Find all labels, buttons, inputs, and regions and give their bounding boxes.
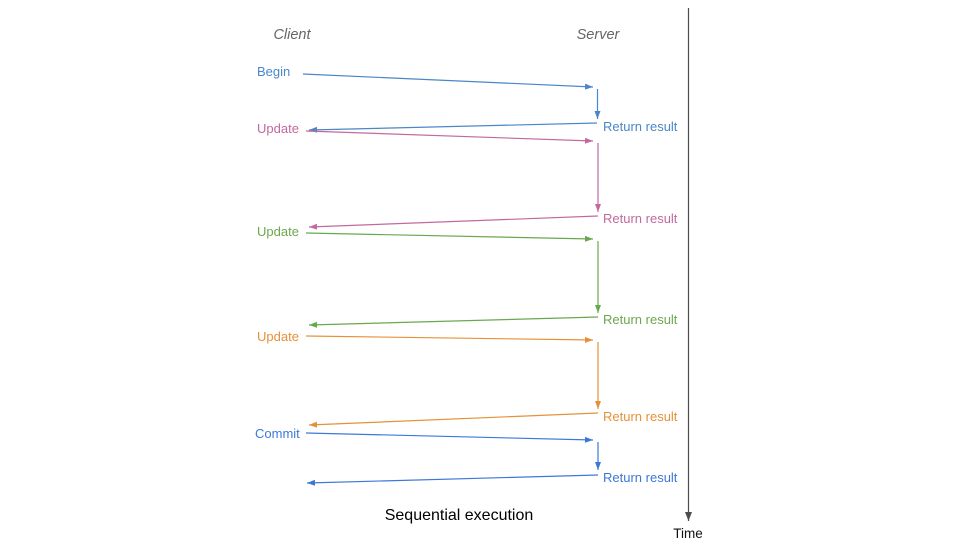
return-result-label: Return result — [603, 409, 678, 424]
request-arrow — [305, 335, 594, 343]
response-arrow — [306, 474, 599, 486]
request-arrow — [305, 432, 594, 443]
round-trip-update-2: Update Return result — [257, 224, 678, 328]
response-arrow — [308, 316, 599, 328]
return-result-label: Return result — [603, 312, 678, 327]
round-trip-begin: Begin Return result — [257, 64, 678, 134]
time-axis-label: Time — [673, 526, 703, 540]
client-header: Client — [273, 27, 311, 43]
message-label: Update — [257, 224, 299, 239]
return-result-label: Return result — [603, 119, 678, 134]
message-label: Commit — [255, 426, 300, 441]
round-trip-update-1: Update Return result — [257, 121, 678, 230]
server-header: Server — [577, 27, 621, 43]
round-trip-update-3: Update Return result — [257, 329, 678, 428]
message-label: Update — [257, 329, 299, 344]
request-arrow — [305, 130, 594, 144]
round-trip-commit: Commit Return result — [255, 426, 678, 486]
request-arrow — [302, 73, 594, 90]
response-arrow — [308, 412, 599, 428]
message-label: Update — [257, 121, 299, 136]
request-arrow — [305, 232, 594, 242]
response-arrow — [308, 122, 598, 133]
message-label: Begin — [257, 64, 290, 79]
response-arrow — [308, 215, 599, 230]
return-result-label: Return result — [603, 470, 678, 485]
diagram-caption: Sequential execution — [385, 507, 534, 524]
return-result-label: Return result — [603, 211, 678, 226]
